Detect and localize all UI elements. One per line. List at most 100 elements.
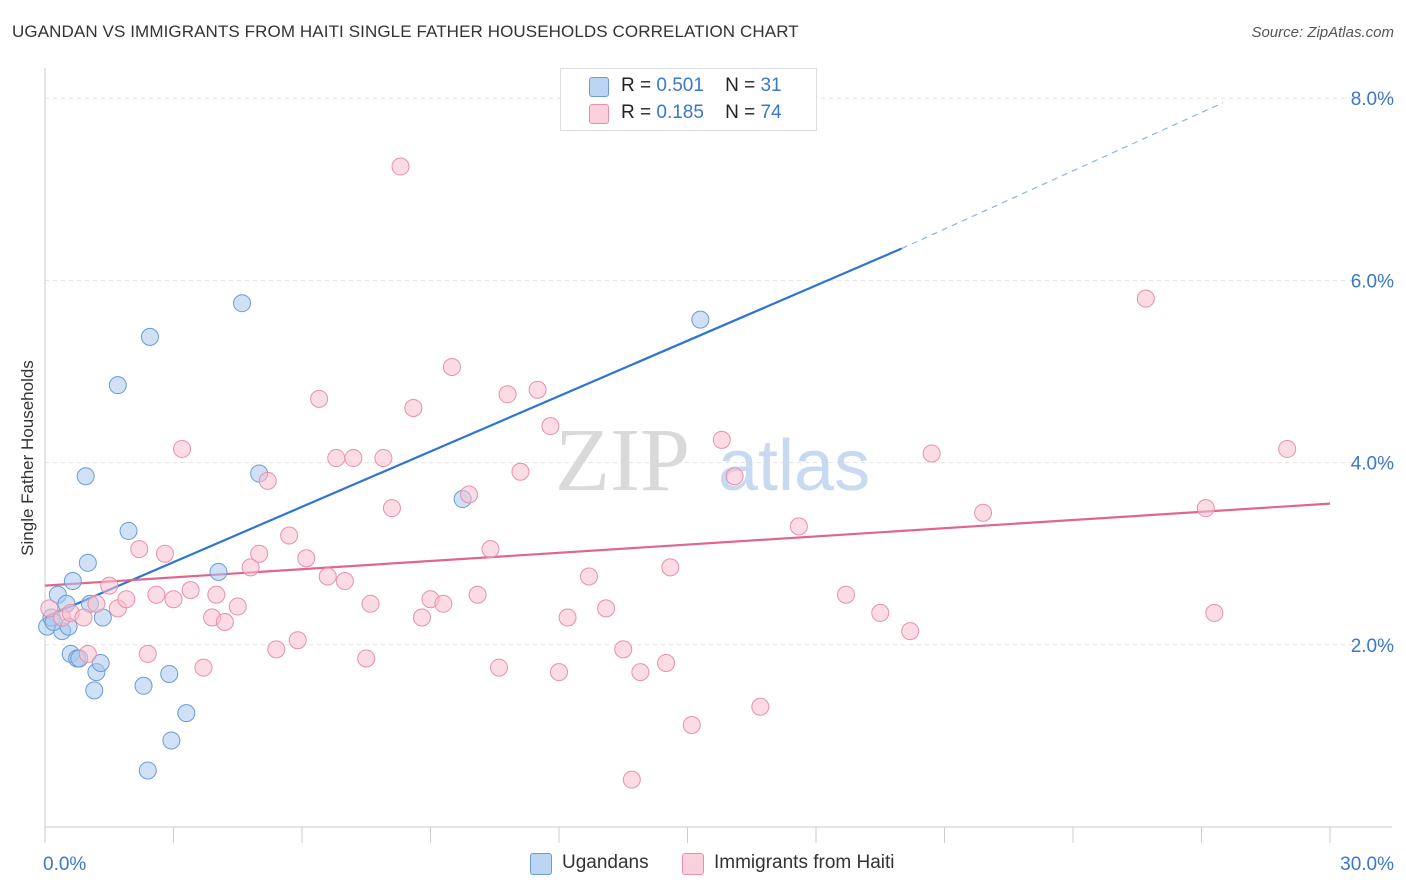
bottom-legend-label-haiti: Immigrants from Haiti [714, 852, 895, 873]
point-haiti [541, 417, 560, 436]
point-haiti [100, 576, 119, 595]
point-haiti [297, 549, 316, 568]
point-haiti [712, 430, 731, 449]
point-ugandans [134, 676, 153, 695]
point-ugandans [85, 681, 104, 700]
axis-layer [44, 68, 1392, 843]
legend-r-label: R = [621, 102, 652, 123]
legend-n-value: 74 [760, 102, 782, 123]
point-haiti [404, 398, 423, 417]
point-haiti [751, 697, 770, 716]
point-ugandans [233, 294, 252, 313]
point-haiti [74, 608, 93, 627]
point-haiti [335, 572, 354, 591]
point-haiti [579, 567, 598, 586]
point-ugandans [91, 654, 110, 673]
point-haiti [87, 594, 106, 613]
point-haiti [258, 471, 277, 490]
y-tick-label: 8.0% [1351, 89, 1394, 110]
point-haiti [280, 526, 299, 545]
point-haiti [481, 540, 500, 559]
point-haiti [391, 157, 410, 176]
point-haiti [138, 644, 157, 663]
point-haiti [442, 357, 461, 376]
point-haiti [1136, 289, 1155, 308]
point-haiti [725, 467, 744, 486]
point-haiti [412, 608, 431, 627]
point-haiti [789, 517, 808, 536]
point-haiti [267, 640, 286, 659]
trend-line-ugandans [44, 247, 903, 619]
point-haiti [550, 663, 568, 682]
trend-line-ugandans-extension [901, 102, 1224, 250]
point-haiti [241, 558, 260, 577]
point-haiti [228, 597, 247, 616]
source-credit: Source: ZipAtlas.com [1251, 24, 1394, 41]
point-ugandans [162, 731, 181, 750]
point-haiti [181, 581, 200, 600]
y-tick-label: 4.0% [1351, 454, 1394, 475]
y-axis-label: Single Father Households [18, 360, 37, 556]
bottom-legend-swatch-ugandans [530, 853, 552, 875]
trend-line-haiti [44, 502, 1331, 587]
bottom-legend-label-ugandans: Ugandans [562, 852, 649, 873]
point-haiti [1278, 439, 1297, 458]
point-haiti [528, 380, 547, 399]
watermark-zip: ZIP [555, 411, 690, 510]
point-haiti [147, 585, 166, 604]
point-haiti [682, 715, 701, 734]
point-ugandans [138, 761, 157, 780]
point-ugandans [108, 376, 127, 395]
point-haiti [871, 603, 890, 622]
point-ugandans [177, 704, 196, 723]
point-haiti [215, 613, 234, 632]
point-haiti [374, 449, 393, 468]
point-ugandans [63, 572, 82, 591]
point-haiti [597, 599, 616, 618]
point-ugandans [160, 664, 179, 683]
point-haiti [40, 599, 59, 618]
x-tick-label: 30.0% [1340, 854, 1394, 875]
point-ugandans [209, 562, 228, 581]
point-haiti [631, 663, 650, 682]
point-haiti [117, 590, 136, 609]
point-haiti [836, 585, 855, 604]
trend-layer [44, 102, 1331, 619]
point-haiti [468, 585, 487, 604]
point-haiti [310, 389, 329, 408]
tick-label-layer: 2.0% 4.0% 6.0% 8.0% 0.0% 30.0% [43, 89, 1394, 875]
point-ugandans [76, 467, 95, 486]
point-haiti [1196, 499, 1215, 518]
legend-n-value: 31 [760, 75, 782, 96]
legend-n-label: N = [725, 102, 756, 123]
points-layer [38, 157, 1297, 789]
y-tick-label: 2.0% [1351, 636, 1394, 657]
point-ugandans [140, 327, 159, 346]
point-haiti [1205, 603, 1224, 622]
point-haiti [250, 544, 269, 563]
point-haiti [194, 658, 213, 677]
point-haiti [155, 544, 174, 563]
point-haiti [327, 449, 346, 468]
point-haiti [558, 608, 577, 627]
watermark: ZIP atlas [555, 411, 870, 510]
point-haiti [511, 462, 530, 481]
x-tick-label: 0.0% [43, 854, 86, 875]
point-haiti [657, 654, 676, 673]
legend-swatch-haiti [589, 104, 609, 124]
legend-swatch-ugandans [589, 77, 609, 97]
point-haiti [382, 499, 401, 518]
point-haiti [460, 485, 479, 504]
point-haiti [173, 439, 192, 458]
legend-r-label: R = [621, 75, 652, 96]
legend-r-value: 0.185 [656, 102, 704, 123]
point-haiti [434, 594, 453, 613]
point-haiti [498, 385, 517, 404]
y-tick-label: 6.0% [1351, 271, 1394, 292]
point-haiti [614, 640, 633, 659]
point-haiti [901, 622, 920, 641]
point-ugandans [78, 553, 97, 572]
point-haiti [207, 585, 226, 604]
point-haiti [661, 558, 680, 577]
